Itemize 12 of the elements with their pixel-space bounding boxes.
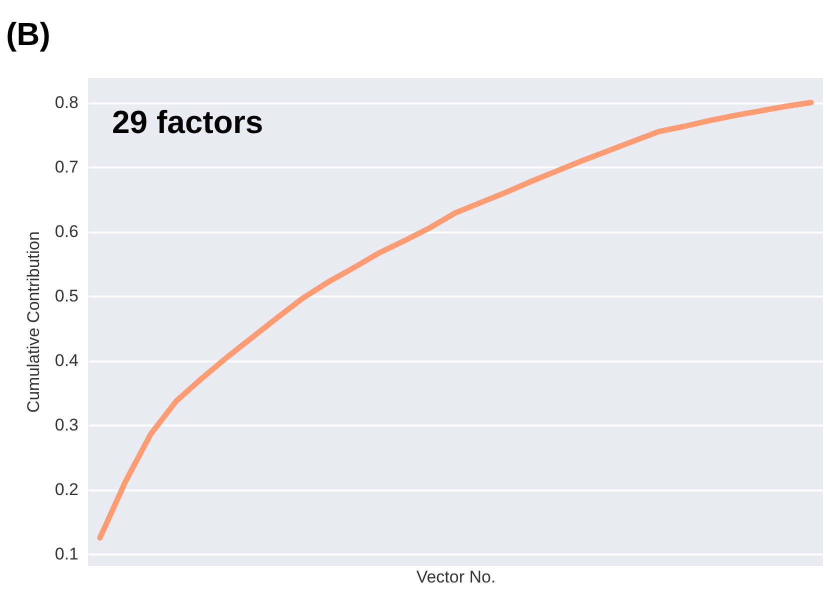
y-tick-label: 0.2 bbox=[54, 480, 78, 500]
y-tick-label: 0.8 bbox=[54, 93, 78, 112]
y-tick-label: 0.6 bbox=[54, 222, 78, 242]
y-tick-label: 0.1 bbox=[54, 544, 78, 564]
y-tick-label: 0.3 bbox=[54, 416, 78, 435]
chart-title: (B) bbox=[6, 16, 50, 52]
x-axis-title: Vector No. bbox=[416, 568, 496, 586]
y-tick-label: 0.4 bbox=[54, 351, 78, 370]
annotation: 29 factors bbox=[112, 104, 264, 140]
y-axis-title: Cumulative Contribution bbox=[24, 231, 43, 413]
y-tick-label: 0.7 bbox=[54, 158, 78, 177]
y-tick-label: 0.5 bbox=[54, 286, 78, 306]
